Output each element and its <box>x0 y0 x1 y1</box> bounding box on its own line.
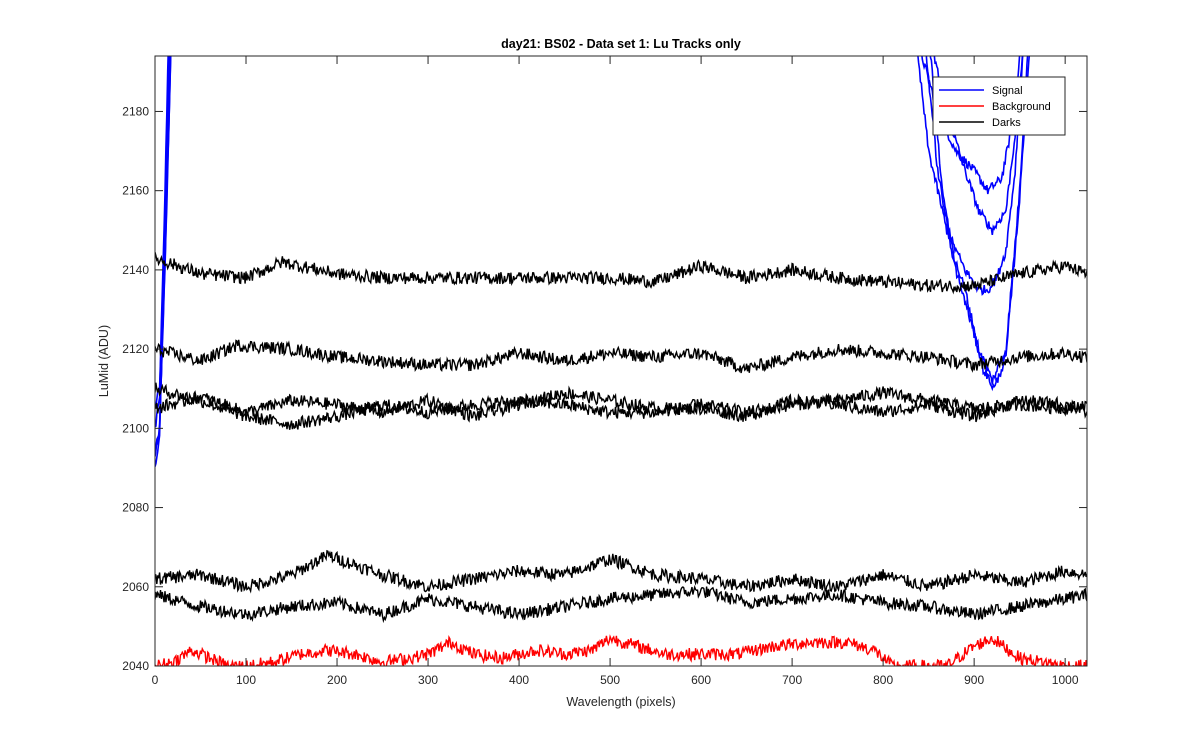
series-line-background-11 <box>155 634 1087 666</box>
series-line-darks-9 <box>155 549 1087 594</box>
y-tick-label: 2160 <box>122 184 149 198</box>
legend-label-background: Background <box>992 101 1051 113</box>
legend-label-darks: Darks <box>992 117 1021 129</box>
series-line-darks-5 <box>155 252 1087 295</box>
x-tick-label: 300 <box>418 673 438 687</box>
series-line-darks-6 <box>155 339 1087 374</box>
x-tick-label: 100 <box>236 673 256 687</box>
x-tick-label: 600 <box>691 673 711 687</box>
x-tick-label: 0 <box>152 673 159 687</box>
y-tick-label: 2180 <box>122 104 149 118</box>
axes-box <box>154 55 1088 667</box>
y-tick-label: 2040 <box>122 659 149 673</box>
axes: 0 100 200 300 400 500 600 700 800 900 1000 2040 2060… <box>122 55 1088 687</box>
x-tick-label: 800 <box>873 673 893 687</box>
chart-title: day21: BS02 - Data set 1: Lu Tracks only <box>501 37 741 51</box>
x-tick-label: 200 <box>327 673 347 687</box>
x-tick-label: 900 <box>964 673 984 687</box>
x-tick-label: 500 <box>600 673 620 687</box>
y-tick-label: 2080 <box>122 501 149 515</box>
x-tick-label: 700 <box>782 673 802 687</box>
y-tick-label: 2120 <box>122 342 149 356</box>
series-line-darks-7 <box>155 382 1087 430</box>
series-line-darks-10 <box>155 584 1087 624</box>
legend: Signal Background Darks <box>932 76 1066 136</box>
x-tick-label: 400 <box>509 673 529 687</box>
y-tick-label: 2100 <box>122 421 149 435</box>
x-tick-label: 1000 <box>1052 673 1079 687</box>
y-tick-label: 2140 <box>122 263 149 277</box>
y-tick-label: 2060 <box>122 580 149 594</box>
series-line-darks-8 <box>155 385 1087 423</box>
plot-area <box>155 56 1087 666</box>
legend-label-signal: Signal <box>992 85 1023 97</box>
y-axis-label: LuMid (ADU) <box>97 325 111 397</box>
x-axis-label: Wavelength (pixels) <box>566 695 675 709</box>
